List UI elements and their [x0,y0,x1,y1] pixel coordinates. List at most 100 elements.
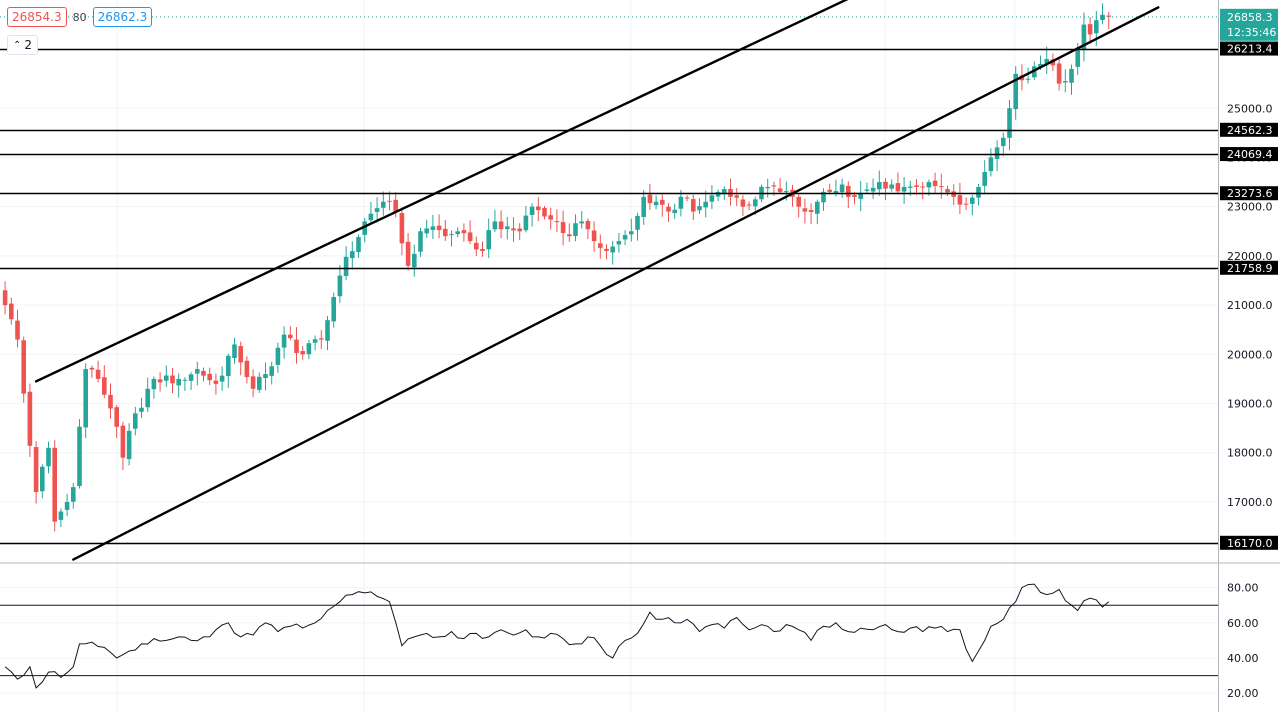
candle-down [300,346,305,360]
candle-up [1044,46,1049,75]
candle-body [356,237,361,253]
candle-up [275,342,281,373]
candle-down [1087,17,1093,45]
candle-down [560,210,566,246]
candle-down [585,218,591,240]
candle-down [2,281,8,315]
candle-body [567,234,572,237]
candle-down [319,330,324,350]
candle-down [591,221,597,252]
candle-body [914,185,919,187]
candle-body [622,235,628,240]
candle-body [982,171,987,186]
candle-body [746,204,752,206]
candle-body [52,447,57,522]
candle-body [195,369,200,374]
candle-down [666,203,671,222]
level-tag-bg [1220,41,1278,56]
candle-down [238,341,243,376]
ask-price-box[interactable]: 26862.3 [92,7,153,27]
candle-body [889,184,894,189]
countdown-label: 12:35:46 [1227,26,1276,39]
candle-body [536,206,541,211]
candle-body [523,215,529,231]
candle-up [281,326,287,359]
candle-down [802,198,808,224]
candle-body [21,340,26,394]
candle-down [1050,53,1056,72]
candle-down [554,209,560,232]
candle-down [567,223,572,242]
candle-up [430,214,436,240]
candle-body [784,191,789,193]
candle-body [771,185,777,187]
candle-body [1075,47,1080,67]
candle-up [306,339,312,360]
candle-up [1025,67,1031,84]
candle-down [511,217,516,242]
candle-up [697,198,702,214]
candle-body [443,228,448,237]
candle-body [64,501,70,510]
candle-body [492,221,498,230]
candle-body [95,369,101,379]
candle-body [486,230,491,250]
candle-body [678,196,684,209]
candle-up [635,212,640,241]
candle-down [9,297,14,325]
candle-down [957,182,963,214]
level-tag-bg [1220,122,1278,137]
candle-body [1106,15,1111,17]
candle-up [40,464,45,499]
candle-down [604,244,609,260]
candle-up [1100,3,1105,25]
candle-up [164,365,169,388]
candle-body [1094,20,1099,34]
candle-body [164,375,169,381]
candle-body [46,447,51,467]
candle-body [858,192,863,199]
candle-body [591,230,597,242]
candle-body [399,213,405,244]
candle-up [877,170,882,196]
candle-down [405,233,411,271]
candle-body [418,231,423,252]
candle-body [511,228,516,231]
candle-down [120,421,126,470]
candle-body [976,187,981,198]
candle-body [641,196,646,217]
indicators-toggle[interactable]: ⌃ 2 [7,35,39,55]
candle-up [269,361,274,385]
rsi-line [4,583,1110,689]
bid-price-box[interactable]: 26854.3 [7,7,67,27]
candle-body [554,221,560,223]
candle-body [529,206,535,215]
candle-body [350,251,355,259]
candle-body [616,241,622,245]
candle-up [839,178,845,198]
candle-down [939,173,944,199]
candle-body [505,226,510,230]
candle-down [963,197,969,210]
candle-body [250,376,256,389]
candle-up [641,190,646,225]
candle-body [89,367,95,370]
trend-line-channel-upper [34,0,849,383]
candle-body [331,297,336,322]
candle-body [368,213,374,221]
level-tag-label: 21758.9 [1227,262,1273,275]
candle-body [288,334,293,339]
candle-up [486,218,491,259]
candle-body [15,320,20,340]
candle-body [697,206,702,211]
candle-up [374,197,380,223]
candle-body [71,487,76,502]
candle-up [331,292,336,328]
candle-body [920,186,925,188]
candle-body [449,234,454,236]
level-tag-bg [1220,186,1278,201]
candle-body [381,201,386,208]
candle-body [182,379,188,381]
candle-body [839,184,845,193]
